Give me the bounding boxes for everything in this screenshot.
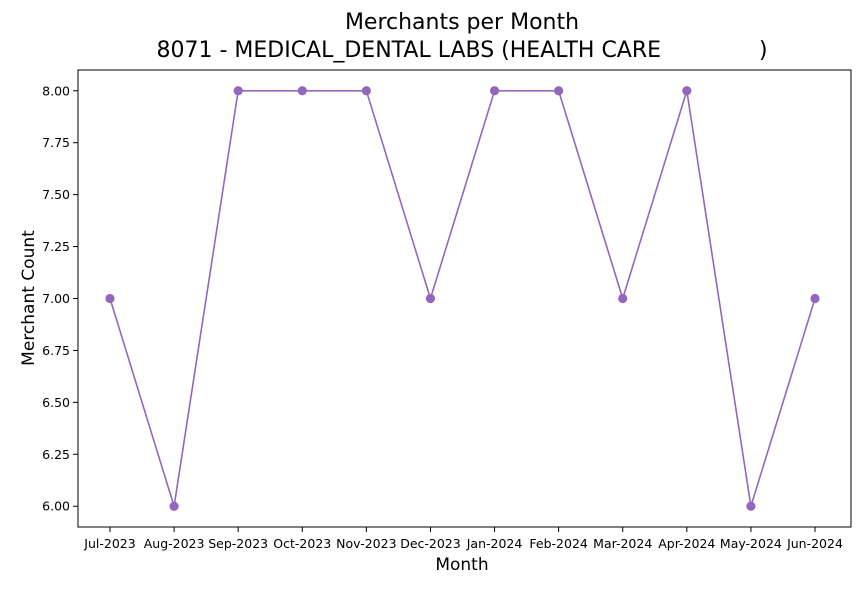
x-tick-label: Nov-2023 — [336, 536, 396, 551]
data-point — [618, 293, 628, 304]
y-tick-label: 7.25 — [42, 239, 70, 254]
y-tick-label: 6.25 — [42, 447, 70, 462]
y-tick-label: 8.00 — [42, 83, 70, 98]
y-tick-label: 6.00 — [42, 499, 70, 514]
x-axis-label: Month — [435, 555, 488, 575]
y-tick-label: 7.50 — [42, 187, 70, 202]
data-point — [361, 86, 371, 96]
chart-subtitle: 8071 - MEDICAL_DENTAL LABS (HEALTH CARE … — [156, 38, 767, 63]
y-axis-label: Merchant Count — [19, 230, 39, 366]
x-tick-label: Apr-2024 — [658, 536, 715, 551]
y-tick-label: 6.50 — [42, 395, 70, 410]
x-tick-label: Mar-2024 — [593, 536, 652, 551]
x-tick-label: Feb-2024 — [529, 536, 588, 551]
x-tick-label: May-2024 — [720, 536, 782, 551]
data-point — [233, 86, 243, 96]
y-tick-label: 7.00 — [42, 291, 70, 306]
x-tick-label: Jan-2024 — [466, 536, 523, 551]
data-point — [810, 293, 820, 304]
x-tick-label: Aug-2023 — [144, 536, 205, 551]
y-tick-label: 6.75 — [42, 343, 70, 358]
x-tick-label: Jul-2023 — [83, 536, 135, 551]
x-axis: Jul-2023 Aug-2023 Sep-2023 Oct-2023 Nov-2023… — [83, 527, 843, 551]
data-point — [746, 501, 756, 511]
x-tick-label: Dec-2023 — [400, 536, 461, 551]
data-point — [105, 293, 115, 304]
x-tick-label: Oct-2023 — [273, 536, 331, 551]
plot-area-frame — [77, 69, 852, 528]
x-tick-label: Sep-2023 — [208, 536, 268, 551]
data-point — [682, 86, 692, 96]
series-line — [109, 89, 816, 507]
series-layer — [105, 86, 820, 511]
y-axis: 6.00 6.25 6.50 6.75 7.00 7.25 7.50 7.75 8.00 — [42, 83, 78, 514]
chart-title: Merchants per Month — [345, 10, 579, 35]
data-point — [489, 86, 500, 96]
y-tick-label: 7.75 — [42, 135, 70, 150]
data-point — [297, 86, 307, 96]
x-tick-label: Jun-2024 — [786, 536, 843, 551]
data-point — [169, 501, 179, 511]
data-point — [425, 293, 436, 304]
data-point — [554, 86, 564, 96]
